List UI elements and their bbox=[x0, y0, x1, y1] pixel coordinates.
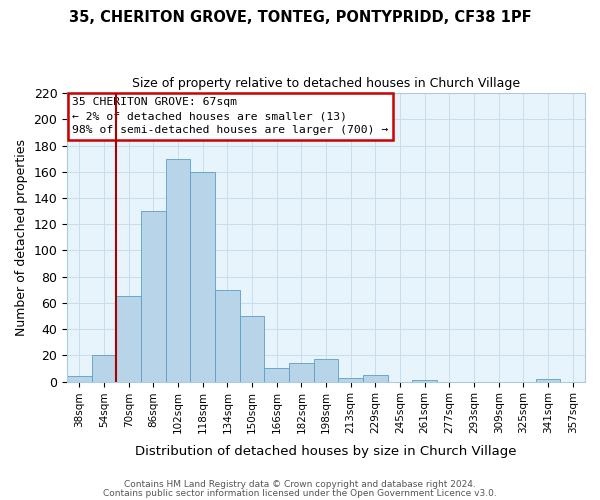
Bar bbox=[92, 356, 116, 382]
X-axis label: Distribution of detached houses by size in Church Village: Distribution of detached houses by size … bbox=[136, 444, 517, 458]
Bar bbox=[67, 376, 92, 382]
Bar bbox=[314, 359, 338, 382]
Bar bbox=[265, 368, 289, 382]
Bar bbox=[190, 172, 215, 382]
Bar bbox=[363, 375, 388, 382]
Bar bbox=[536, 379, 560, 382]
Text: 35, CHERITON GROVE, TONTEG, PONTYPRIDD, CF38 1PF: 35, CHERITON GROVE, TONTEG, PONTYPRIDD, … bbox=[68, 10, 532, 25]
Y-axis label: Number of detached properties: Number of detached properties bbox=[15, 139, 28, 336]
Bar bbox=[289, 363, 314, 382]
Text: 35 CHERITON GROVE: 67sqm
← 2% of detached houses are smaller (13)
98% of semi-de: 35 CHERITON GROVE: 67sqm ← 2% of detache… bbox=[73, 98, 389, 136]
Bar bbox=[412, 380, 437, 382]
Bar bbox=[338, 378, 363, 382]
Bar bbox=[141, 211, 166, 382]
Bar bbox=[215, 290, 240, 382]
Bar bbox=[116, 296, 141, 382]
Bar bbox=[166, 158, 190, 382]
Text: Contains public sector information licensed under the Open Government Licence v3: Contains public sector information licen… bbox=[103, 488, 497, 498]
Bar bbox=[240, 316, 265, 382]
Text: Contains HM Land Registry data © Crown copyright and database right 2024.: Contains HM Land Registry data © Crown c… bbox=[124, 480, 476, 489]
Title: Size of property relative to detached houses in Church Village: Size of property relative to detached ho… bbox=[132, 78, 520, 90]
